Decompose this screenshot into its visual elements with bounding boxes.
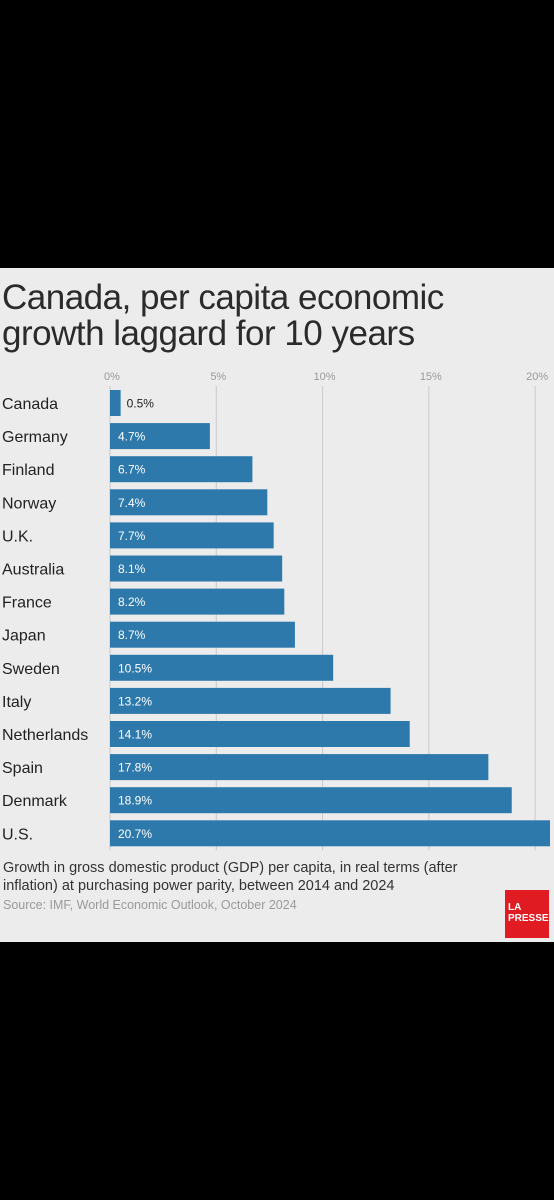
- x-tick-label: 5%: [210, 371, 226, 383]
- category-label: Norway: [2, 495, 56, 512]
- value-label: 14.1%: [118, 728, 152, 742]
- bar-denmark: [110, 787, 512, 814]
- logo-line-1: LA: [508, 902, 522, 913]
- x-tick-label: 20%: [526, 371, 548, 383]
- bar-japan: [110, 621, 295, 648]
- category-label: Sweden: [2, 661, 60, 678]
- value-label: 4.7%: [118, 430, 146, 444]
- bar-australia: [110, 555, 283, 582]
- value-label: 10.5%: [118, 661, 152, 675]
- value-label: 8.7%: [118, 628, 146, 642]
- bar-germany: [110, 423, 210, 450]
- value-label: 0.5%: [127, 397, 155, 411]
- chart-title: Canada, per capita economic growth lagga…: [2, 278, 444, 353]
- value-label: 8.2%: [118, 595, 146, 609]
- chart-caption: Growth in gross domestic product (GDP) p…: [3, 860, 458, 894]
- bar-sweden: [110, 654, 334, 681]
- category-label: Netherlands: [2, 727, 88, 744]
- bar-finland: [110, 456, 253, 483]
- bar-norway: [110, 489, 268, 516]
- category-label: Canada: [2, 396, 58, 413]
- bar-canada: [110, 390, 121, 416]
- category-label: Japan: [2, 628, 46, 645]
- category-label: Australia: [2, 562, 64, 579]
- value-label: 20.7%: [118, 827, 152, 841]
- chart-card: Canada, per capita economic growth lagga…: [0, 268, 554, 942]
- x-tick-label: 15%: [420, 371, 442, 383]
- value-label: 7.7%: [118, 529, 146, 543]
- value-label: 6.7%: [118, 463, 146, 477]
- category-label: Germany: [2, 429, 68, 446]
- bar-u-s-: [110, 820, 550, 847]
- chart-source: Source: IMF, World Economic Outlook, Oct…: [3, 898, 297, 912]
- value-label: 7.4%: [118, 496, 146, 510]
- category-label: Spain: [2, 760, 43, 777]
- bar-spain: [110, 754, 489, 781]
- bar-chart: 0% 5% 10% 15% 20% Canada 0.5% Germany 4.7% Finlan…: [2, 371, 550, 851]
- bar-u-k-: [110, 522, 274, 549]
- la-presse-logo: LA PRESSE: [505, 890, 549, 938]
- bar-netherlands: [110, 721, 410, 747]
- x-tick-label: 0%: [104, 371, 120, 383]
- category-label: U.S.: [2, 826, 33, 843]
- bar-france: [110, 588, 285, 615]
- category-label: Italy: [2, 694, 31, 711]
- category-label: U.K.: [2, 528, 33, 545]
- category-label: Denmark: [2, 793, 68, 810]
- logo-line-2: PRESSE: [508, 913, 549, 924]
- value-label: 13.2%: [118, 694, 152, 708]
- category-label: France: [2, 595, 52, 612]
- category-label: Finland: [2, 462, 54, 479]
- value-label: 17.8%: [118, 761, 152, 775]
- x-tick-label: 10%: [314, 371, 336, 383]
- bar-italy: [110, 687, 391, 714]
- value-label: 8.1%: [118, 562, 146, 576]
- value-label: 18.9%: [118, 794, 152, 808]
